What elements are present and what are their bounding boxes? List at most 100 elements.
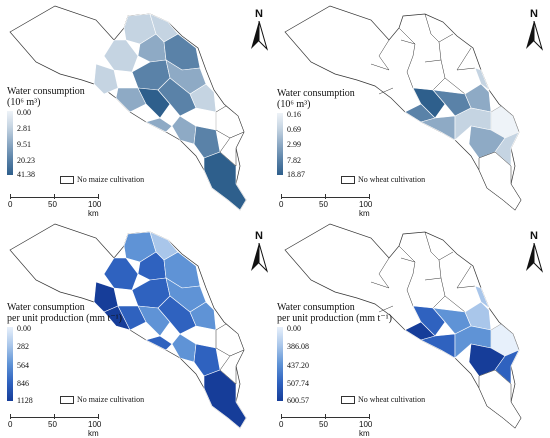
north-arrow-icon [526,21,543,51]
district-no-cult-south [478,151,522,211]
legend-title-line1: Water consumption [277,302,355,313]
region-outline [284,5,522,211]
scale-label: 50 [319,420,328,429]
legend: Water consumption (10⁶ m³) 0.00 2.81 9.5… [7,86,85,179]
scale-label: 0 [279,420,284,429]
legend-color-bar [7,111,13,175]
legend-tick: 0.00 [17,324,31,333]
district-centre-1 [412,87,446,119]
scale-label: 50 [48,200,57,209]
legend-color-bar [277,327,283,401]
north-arrow: N [519,230,549,273]
north-arrow-icon [251,21,268,51]
legend-title-line2: per unit production (mm t⁻¹) [277,313,392,324]
scale-label: 100 km [359,420,373,438]
legend-tick: 0.00 [17,108,31,117]
scale-bar: 0 50 100 km [8,194,108,218]
legend-tick: 564 [17,361,29,370]
legend-tick: 600.57 [287,396,309,405]
north-arrow-icon [526,243,543,273]
north-label: N [255,8,263,20]
scale-label: 50 [48,420,57,429]
district-boundaries [370,231,476,323]
legend-tick: 846 [17,379,29,388]
maize-water-map [9,5,247,211]
district-centre-4 [474,285,490,309]
scale-label: 0 [279,200,284,209]
north-arrow: N [519,8,549,51]
district-centre-4 [137,87,171,119]
panel-maize-per-unit: N Water consumption per unit production … [0,218,275,438]
scale-bar: 0 50 100 km [8,414,108,438]
no-cultivation-label: No maize cultivation [77,395,145,404]
scale-label: 100 km [88,420,102,438]
legend-ramp: 0.16 0.69 2.99 7.82 18.87 [277,110,355,179]
no-cultivation-legend: No wheat cultivation [341,395,426,405]
district-centre-4 [137,305,171,337]
legend-tick: 282 [17,342,29,351]
legend-title-line1: Water consumption [277,88,355,99]
district-centre-3 [115,87,147,113]
no-cultivation-label: No wheat cultivation [358,395,426,404]
legend-ramp: 0.00 2.81 9.51 20.23 41.38 [7,108,85,179]
legend-tick: 0.69 [287,125,301,134]
maize-per-unit-map [9,223,247,429]
district-centre-3 [464,83,492,113]
district-no-cult-2 [219,131,245,167]
panel-wheat-per-unit: N Water consumption per unit production … [275,218,550,438]
panel-maize-water: N Water consumption (10⁶ m³) 0.00 2.81 9… [0,0,275,218]
north-arrow-icon [251,243,268,273]
district-east-1 [189,301,217,331]
north-arrow: N [244,8,274,51]
district-no-cult-south [478,369,522,429]
no-cultivation-legend: No wheat cultivation [341,175,426,185]
legend-tick: 0.16 [287,110,301,119]
legend-tick: 18.87 [287,170,305,179]
scale-label: 0 [8,420,13,429]
district-east-1 [189,83,217,113]
district-south-4 [203,369,247,429]
legend-color-bar [7,327,13,401]
legend-tick: 1128 [17,396,33,405]
scale-bar: 0 50 100 km [279,194,379,218]
district-no-cult-2 [219,349,245,385]
scale-label: 100 km [359,200,373,218]
no-cultivation-label: No wheat cultivation [358,175,426,184]
district-south-4 [203,151,247,211]
no-cultivation-swatch [60,396,74,405]
legend-tick: 2.81 [17,124,31,133]
legend-tick: 2.99 [287,140,301,149]
panel-wheat-water: N Water consumption (10⁶ m³) 0.16 0.69 2… [275,0,550,218]
legend-tick: 7.82 [287,156,301,165]
legend-tick: 20.23 [17,156,35,165]
legend-tick: 437.20 [287,361,309,370]
legend-tick: 41.38 [17,170,35,179]
legend-ramp: 0.00 386.08 437.20 507.74 600.57 [277,324,392,405]
legend-title-line2: per unit production (mm t⁻¹) [7,313,122,324]
legend-title-line1: Water consumption [7,86,85,97]
scale-bar: 0 50 100 km [279,414,379,438]
scale-label: 50 [319,200,328,209]
north-label: N [255,230,263,242]
north-label: N [530,8,538,20]
legend-title-line1: Water consumption [7,302,85,313]
legend-color-bar [277,113,283,175]
no-cultivation-swatch [341,396,355,405]
district-centre-4 [474,67,490,91]
no-cultivation-legend: No maize cultivation [60,175,145,185]
wheat-per-unit-map [284,223,522,429]
legend-ramp: 0.00 282 564 846 1128 [7,324,122,405]
no-cultivation-label: No maize cultivation [77,175,145,184]
legend-title-line2: (10⁶ m³) [277,99,311,110]
inner-boundaries [131,55,217,130]
legend-tick: 0.00 [287,324,301,333]
scale-label: 0 [8,200,13,209]
north-arrow: N [244,230,274,273]
district-west-2 [93,63,119,95]
legend: Water consumption per unit production (m… [277,302,392,405]
district-boundaries [370,13,476,105]
legend-tick: 386.08 [287,342,309,351]
district-centre-1 [412,305,446,337]
no-cultivation-swatch [60,176,74,185]
legend-tick: 9.51 [17,140,31,149]
